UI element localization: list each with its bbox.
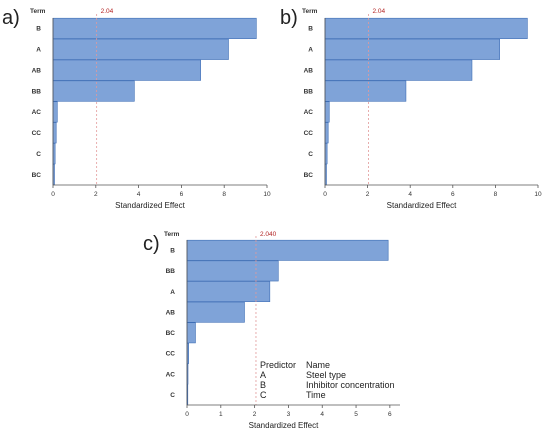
category-label-C: C — [170, 392, 175, 399]
x-tick-label: 1 — [219, 411, 223, 418]
x-tick-label: 10 — [263, 191, 271, 198]
category-label-A: A — [308, 47, 313, 54]
bar-B — [52, 17, 257, 39]
category-label-A: A — [170, 289, 175, 296]
category-label-AB: AB — [304, 67, 314, 74]
bar-AB — [52, 59, 201, 81]
bar-BC — [186, 322, 196, 344]
bar-AC — [52, 101, 58, 123]
bar-CC — [324, 122, 329, 144]
category-label-C: C — [36, 151, 41, 158]
reference-label: 2.040 — [260, 231, 277, 238]
category-label-AC: AC — [304, 109, 314, 116]
category-label-BC: BC — [32, 172, 42, 179]
x-tick-label: 3 — [287, 411, 291, 418]
category-label-BB: BB — [166, 268, 176, 275]
x-tick-label: 6 — [451, 191, 455, 198]
x-tick-label: 10 — [534, 191, 542, 198]
category-label-A: A — [36, 47, 41, 54]
category-label-AB: AB — [166, 309, 176, 316]
bar-AB — [186, 301, 245, 323]
bar-BB — [186, 260, 279, 282]
legend-predictor: A — [260, 370, 266, 380]
x-tick-label: 8 — [494, 191, 498, 198]
x-tick-label: 6 — [180, 191, 184, 198]
category-label-CC: CC — [32, 130, 42, 137]
bar-B — [186, 239, 389, 261]
category-label-AC: AC — [166, 371, 176, 378]
bar-BB — [52, 80, 135, 102]
x-tick-label: 4 — [320, 411, 324, 418]
bar-A — [324, 38, 500, 60]
category-label-CC: CC — [166, 351, 176, 358]
x-tick-label: 0 — [185, 411, 189, 418]
reference-label: 2.04 — [372, 8, 385, 15]
x-tick-label: 4 — [408, 191, 412, 198]
x-tick-label: 8 — [222, 191, 226, 198]
reference-label: 2.04 — [101, 8, 114, 15]
term-header: Term — [302, 8, 318, 15]
category-label-AC: AC — [32, 109, 42, 116]
legend: Predictor Name A Steel type B Inhibitor conce… — [260, 360, 395, 400]
x-tick-label: 5 — [354, 411, 358, 418]
term-header: Term — [164, 231, 180, 238]
panel-label: a) — [2, 7, 20, 29]
legend-name: Time — [306, 390, 326, 400]
x-tick-label: 4 — [137, 191, 141, 198]
bar-AB — [324, 59, 473, 81]
category-label-AB: AB — [32, 67, 42, 74]
legend-name: Inhibitor concentration — [306, 380, 395, 390]
category-label-C: C — [308, 151, 313, 158]
category-label-BB: BB — [32, 88, 42, 95]
x-tick-label: 2 — [366, 191, 370, 198]
bar-A — [52, 38, 229, 60]
term-header: Term — [30, 8, 46, 15]
x-tick-label: 2 — [253, 411, 257, 418]
category-label-B: B — [308, 26, 313, 33]
bar-BB — [324, 80, 407, 102]
x-tick-label: 6 — [388, 411, 392, 418]
category-label-BB: BB — [304, 88, 314, 95]
category-label-B: B — [170, 248, 175, 255]
x-tick-label: 0 — [323, 191, 327, 198]
bar-A — [186, 281, 271, 302]
bar-B — [324, 17, 528, 39]
bar-CC — [52, 122, 57, 144]
panel-label: b) — [280, 7, 298, 29]
x-axis-title: Standardized Effect — [249, 421, 319, 430]
category-label-B: B — [36, 26, 41, 33]
x-axis-title: Standardized Effect — [115, 201, 185, 210]
category-label-CC: CC — [304, 130, 314, 137]
category-label-BC: BC — [166, 330, 176, 337]
x-axis-title: Standardized Effect — [387, 201, 457, 210]
panel-label: c) — [143, 233, 160, 255]
legend-predictor: C — [260, 390, 267, 400]
legend-header-name: Name — [306, 360, 330, 370]
legend-predictor: B — [260, 380, 266, 390]
x-tick-label: 0 — [51, 191, 55, 198]
x-tick-label: 2 — [94, 191, 98, 198]
bar-AC — [324, 101, 330, 123]
legend-header-predictor: Predictor — [260, 360, 296, 370]
category-label-BC: BC — [304, 172, 314, 179]
legend-name: Steel type — [306, 370, 346, 380]
